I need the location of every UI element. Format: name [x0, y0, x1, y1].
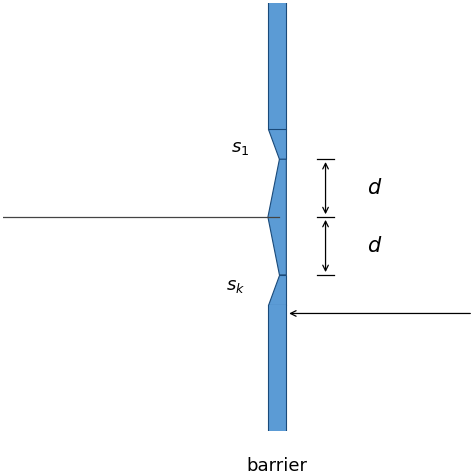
- Text: d: d: [367, 236, 380, 256]
- Text: d: d: [367, 178, 380, 198]
- Polygon shape: [268, 159, 286, 275]
- Text: $s_k$: $s_k$: [226, 277, 245, 295]
- Bar: [268, 0, 286, 129]
- Polygon shape: [268, 275, 286, 305]
- Bar: [268, 305, 286, 453]
- Polygon shape: [268, 129, 286, 159]
- Text: $s_1$: $s_1$: [231, 139, 249, 157]
- Text: barrier: barrier: [246, 457, 308, 474]
